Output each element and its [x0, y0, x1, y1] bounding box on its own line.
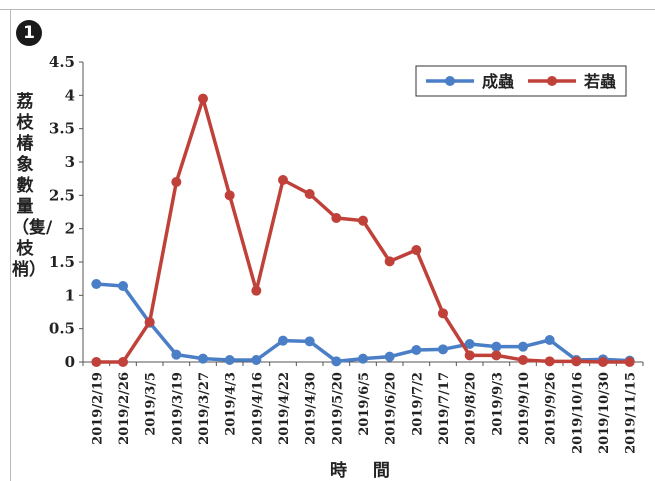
- series-point-2: [438, 308, 448, 319]
- x-tick-label: 2019/3/5: [144, 372, 159, 436]
- series-point-1: [304, 336, 315, 347]
- x-tick-label: 2019/4/3: [224, 372, 239, 436]
- y-tick-label: 2: [65, 220, 75, 238]
- series-point-1: [384, 351, 395, 362]
- x-tick-label: 2019/4/16: [250, 372, 265, 445]
- x-tick-label: 2019/2/26: [117, 372, 132, 445]
- y-tick-label: 0.5: [49, 320, 75, 338]
- legend-label: 成蟲: [482, 72, 514, 91]
- x-tick-label: 2019/9/3: [490, 372, 505, 436]
- series-point-1: [91, 279, 102, 289]
- figure-number-badge: 1: [16, 20, 42, 46]
- series-point-2: [171, 177, 182, 187]
- x-tick-label: 2019/10/30: [597, 372, 612, 454]
- x-tick-label: 2019/3/27: [197, 372, 212, 445]
- series-point-1: [491, 341, 502, 352]
- y-tick-label: 1: [65, 286, 75, 304]
- frame-top-border: [0, 9, 655, 10]
- series-point-2: [518, 355, 528, 365]
- series-point-2: [118, 357, 128, 367]
- series-point-1: [224, 355, 235, 365]
- series-point-2: [331, 213, 342, 223]
- x-tick-label: 2019/2/19: [90, 372, 105, 445]
- series-point-1: [464, 339, 475, 349]
- series-point-2: [411, 245, 422, 255]
- series-point-1: [411, 345, 422, 355]
- x-tick-label: 2019/8/20: [464, 372, 479, 445]
- series-point-2: [198, 93, 208, 104]
- series-line-2: [96, 96, 630, 364]
- series-point-2: [251, 285, 262, 296]
- series-point-2: [278, 175, 288, 185]
- y-tick-label: 1.5: [49, 253, 75, 271]
- y-tick-label: 2.5: [49, 186, 75, 204]
- series-point-2: [384, 256, 395, 267]
- series-point-1: [251, 355, 262, 365]
- series-point-1: [358, 353, 368, 364]
- series-point-1: [198, 353, 208, 364]
- y-tick-label: 3: [65, 153, 75, 171]
- series-point-2: [358, 215, 368, 226]
- series-point-2: [304, 189, 315, 199]
- x-tick-label: 2019/7/2: [410, 372, 425, 436]
- series-point-2: [464, 350, 475, 361]
- series-point-2: [624, 357, 635, 367]
- y-tick-label: 0: [65, 353, 75, 371]
- x-tick-label: 2019/3/19: [170, 372, 185, 445]
- legend-label: 若蟲: [583, 72, 616, 91]
- series-point-1: [518, 341, 528, 352]
- x-tick-label: 2019/4/22: [277, 372, 292, 445]
- series-point-1: [544, 335, 555, 345]
- x-tick-label: 2019/5/20: [330, 372, 345, 445]
- series-point-1: [331, 356, 342, 367]
- x-tick-label: 2019/6/5: [357, 372, 372, 436]
- legend-swatch-marker: [547, 76, 557, 86]
- series-point-1: [118, 281, 128, 291]
- series-point-2: [571, 356, 582, 367]
- x-tick-label: 2019/11/15: [624, 372, 639, 454]
- series-point-1: [171, 349, 182, 360]
- series-point-1: [438, 344, 448, 355]
- series-point-2: [224, 190, 235, 201]
- series-point-1: [278, 335, 288, 346]
- series-point-2: [144, 317, 155, 327]
- series-point-2: [491, 350, 502, 361]
- x-axis-label: 時 間: [330, 461, 400, 481]
- series-point-2: [91, 357, 102, 367]
- x-tick-label: 2019/7/17: [437, 372, 452, 445]
- x-tick-label: 2019/10/16: [570, 372, 585, 454]
- y-tick-label: 3.5: [49, 120, 75, 138]
- x-tick-label: 2019/4/30: [304, 372, 319, 445]
- y-tick-label: 4: [65, 86, 75, 104]
- legend-swatch-marker: [445, 76, 455, 86]
- x-tick-label: 2019/6/20: [384, 372, 399, 445]
- frame-left-border: [10, 9, 11, 481]
- x-tick-label: 2019/9/26: [544, 372, 559, 445]
- y-axis-label: 荔枝椿象數量（隻/枝梢）: [12, 92, 53, 280]
- series-point-2: [598, 357, 608, 367]
- series-point-2: [544, 356, 555, 367]
- x-tick-label: 2019/9/10: [517, 372, 532, 445]
- y-tick-label: 4.5: [49, 53, 75, 71]
